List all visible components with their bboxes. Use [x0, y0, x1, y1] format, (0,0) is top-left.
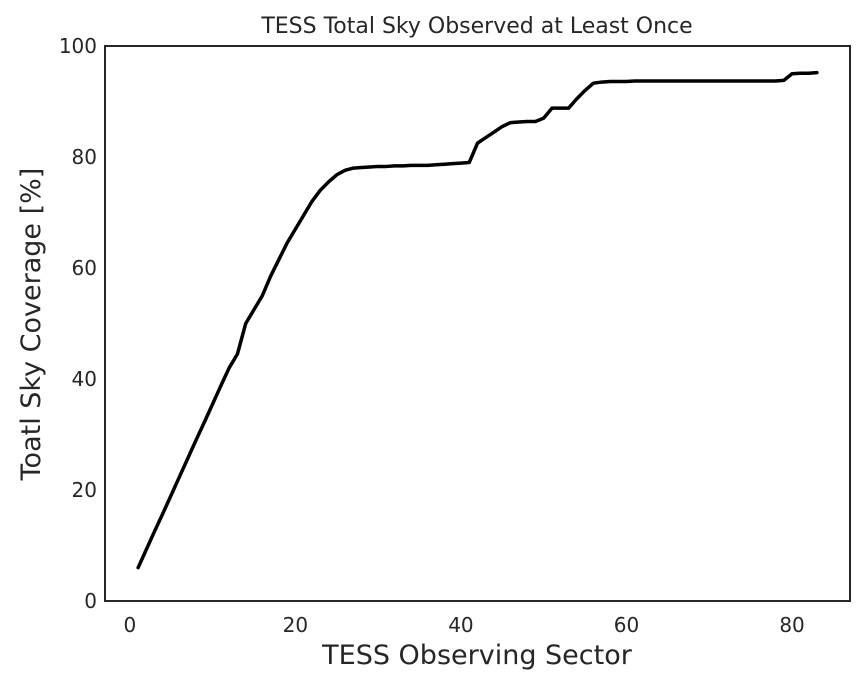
y-axis-label: Toatl Sky Coverage [%]: [16, 168, 47, 482]
x-tick-label: 40: [448, 613, 473, 637]
series-line: [136, 70, 819, 570]
plot-frame: [104, 45, 851, 602]
x-tick-label: 0: [123, 613, 136, 637]
y-tick-label: 100: [59, 34, 97, 58]
y-tick-label: 20: [72, 478, 97, 502]
y-tick-label: 60: [72, 256, 97, 280]
x-axis-label: TESS Observing Sector: [321, 640, 633, 671]
y-tick-label: 0: [84, 589, 97, 613]
x-tick-label: 20: [283, 613, 308, 637]
y-tick-label: 80: [72, 145, 97, 169]
y-tick-label: 40: [72, 367, 97, 391]
x-tick-label: 80: [779, 613, 804, 637]
plot-area: 0 20 40 60 80 0 20 40 60 80 100: [59, 34, 851, 637]
x-tick-label: 60: [614, 613, 639, 637]
chart-title: TESS Total Sky Observed at Least Once: [260, 14, 692, 39]
